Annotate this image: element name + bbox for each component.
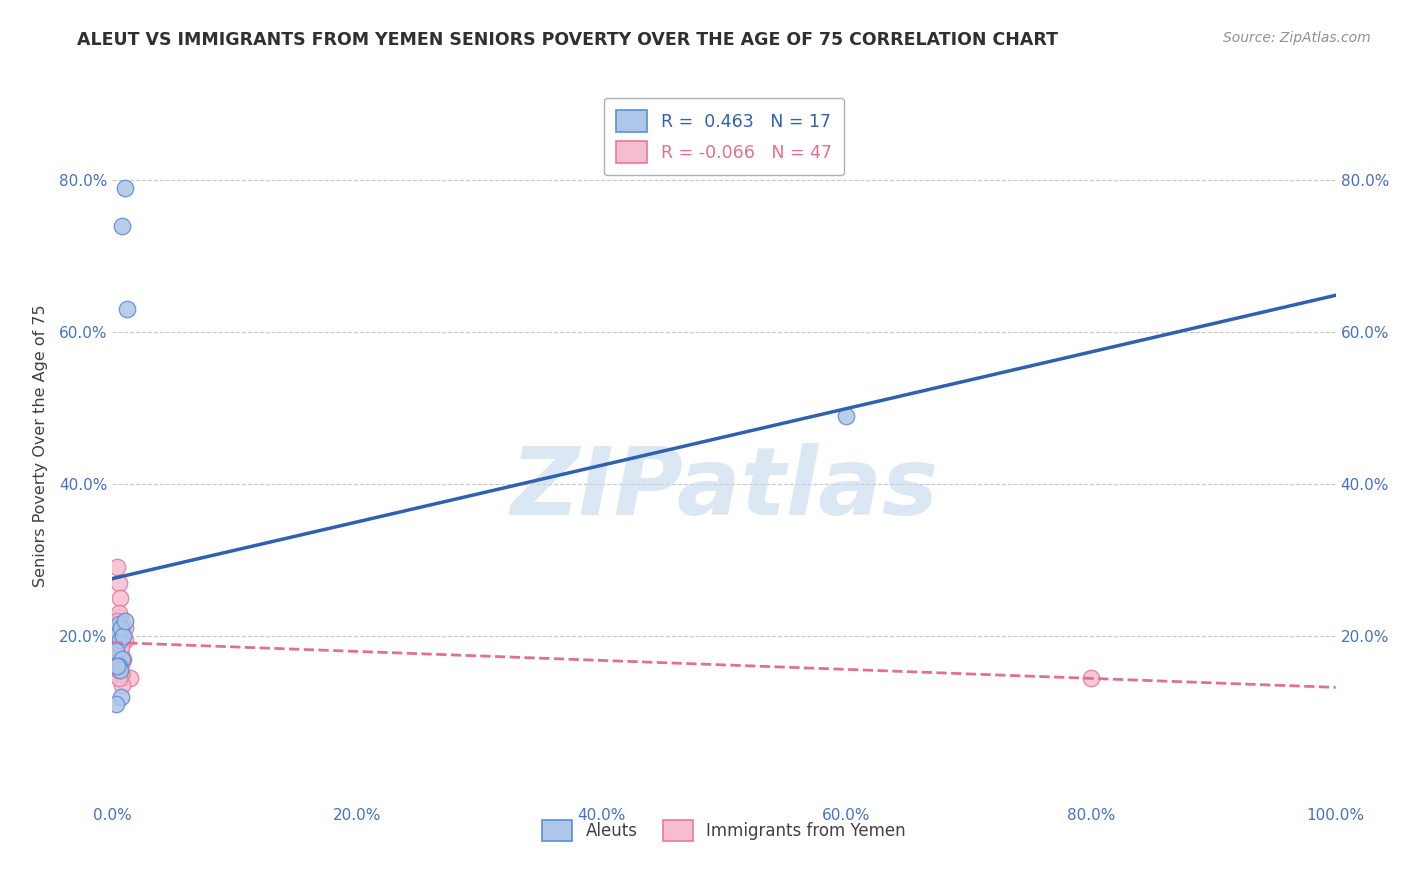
Point (118, 671, 141, 685)
Point (108, 644, 131, 658)
Point (107, 575, 129, 590)
Point (111, 678, 134, 692)
Text: ALEUT VS IMMIGRANTS FROM YEMEN SENIORS POVERTY OVER THE AGE OF 75 CORRELATION CH: ALEUT VS IMMIGRANTS FROM YEMEN SENIORS P… (77, 31, 1059, 49)
Point (107, 632, 129, 647)
Point (110, 666, 132, 681)
Point (110, 651, 132, 665)
Point (107, 656, 129, 670)
Point (107, 625, 129, 640)
Point (108, 632, 131, 647)
Point (105, 697, 128, 711)
Point (111, 666, 134, 681)
Point (111, 219, 134, 233)
Point (105, 629, 128, 643)
Point (107, 656, 129, 670)
Point (105, 636, 128, 650)
Point (107, 659, 129, 673)
Point (105, 614, 128, 628)
Point (105, 560, 128, 574)
Point (105, 644, 128, 658)
Point (105, 614, 128, 628)
Point (105, 629, 128, 643)
Point (110, 617, 132, 632)
Point (111, 629, 134, 643)
Y-axis label: Seniors Poverty Over the Age of 75: Seniors Poverty Over the Age of 75 (32, 305, 48, 587)
Point (108, 591, 131, 605)
Point (115, 302, 138, 317)
Point (108, 609, 131, 624)
Point (107, 617, 129, 632)
Point (110, 636, 132, 650)
Text: ZIPatlas: ZIPatlas (510, 442, 938, 535)
Point (107, 621, 129, 635)
Point (105, 648, 128, 662)
Point (114, 621, 136, 635)
Point (105, 651, 128, 665)
Point (105, 636, 128, 650)
Point (108, 632, 131, 647)
Point (114, 632, 136, 647)
Point (112, 629, 135, 643)
Point (112, 651, 135, 665)
Point (110, 640, 132, 655)
Point (108, 644, 131, 658)
Point (108, 663, 131, 677)
Point (107, 671, 129, 685)
Point (105, 617, 128, 632)
Point (111, 651, 134, 665)
Point (111, 656, 134, 670)
Legend: Aleuts, Immigrants from Yemen: Aleuts, Immigrants from Yemen (536, 814, 912, 848)
Point (105, 659, 128, 673)
Point (107, 606, 129, 620)
Point (835, 409, 858, 423)
Point (112, 625, 135, 640)
Point (108, 640, 131, 655)
Point (105, 659, 128, 673)
Point (107, 663, 129, 677)
Point (110, 651, 132, 665)
Point (105, 625, 128, 640)
Point (110, 621, 132, 635)
Point (107, 659, 129, 673)
Point (114, 181, 136, 195)
Text: Source: ZipAtlas.com: Source: ZipAtlas.com (1223, 31, 1371, 45)
Point (107, 632, 129, 647)
Point (108, 625, 131, 640)
Point (1080, 671, 1102, 685)
Point (107, 644, 129, 658)
Point (110, 690, 132, 704)
Point (105, 632, 128, 647)
Point (114, 614, 136, 628)
